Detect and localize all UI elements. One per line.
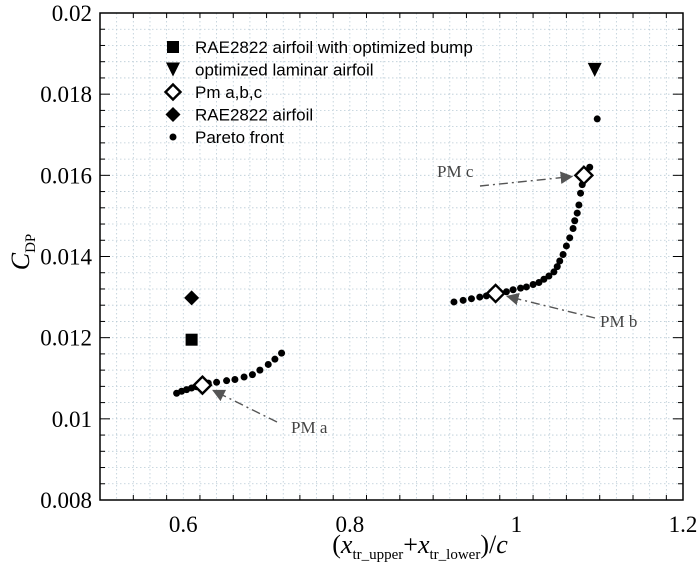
y-tick-label: 0.014 — [40, 245, 92, 270]
dot-marker — [550, 268, 558, 276]
triangle-down-marker — [166, 62, 180, 77]
annotation-label: PM c — [437, 162, 474, 181]
dot-marker — [535, 278, 543, 286]
x-axis-open: ( — [332, 530, 341, 559]
dot-marker — [593, 115, 601, 123]
dot-marker — [264, 360, 272, 368]
dot-marker — [559, 250, 567, 258]
data-points — [173, 62, 602, 397]
diamond-marker — [165, 107, 181, 122]
series-triangle-down — [587, 62, 602, 77]
legend-label: RAE2822 airfoil with optimized bump — [195, 38, 473, 57]
x-axis-title: (xtr_upper+xtr_lower)/c — [332, 530, 508, 563]
dot-marker — [278, 349, 286, 357]
dot-marker — [450, 298, 458, 306]
annotation-arrow — [212, 389, 278, 423]
x-tick-label: 1.2 — [669, 512, 698, 537]
dot-marker — [509, 286, 517, 294]
y-tick-labels: 0.008 0.01 0.012 0.014 0.016 0.018 0.02 — [40, 1, 92, 513]
x-tick-label: 1 — [511, 512, 523, 537]
dot-marker — [271, 355, 279, 363]
y-tick-label: 0.018 — [40, 82, 92, 107]
dot-marker — [569, 224, 577, 232]
dot-marker — [240, 373, 248, 381]
dot-marker — [223, 377, 231, 385]
dot-marker — [248, 371, 256, 379]
dot-marker — [231, 375, 239, 383]
open-diamond-marker — [573, 165, 595, 186]
y-tick-label: 0.008 — [40, 488, 92, 513]
dot-marker — [540, 275, 548, 283]
dot-marker — [562, 242, 570, 250]
square-marker — [167, 41, 179, 53]
x-tick-labels: 0.6 0.8 1 1.2 — [169, 512, 697, 537]
dot-marker — [553, 263, 561, 271]
diamond-marker — [184, 290, 200, 306]
open-diamond-marker — [485, 283, 506, 304]
x-axis-var-lower: x — [417, 530, 430, 559]
open-diamond-marker — [192, 374, 213, 396]
y-tick-label: 0.01 — [52, 407, 92, 432]
dot-marker — [517, 284, 525, 292]
dot-marker — [586, 163, 594, 171]
annotation-arrow — [506, 292, 596, 319]
open-diamond-marker — [163, 82, 183, 102]
dot-marker — [459, 296, 467, 304]
legend-label: Pareto front — [195, 128, 284, 147]
x-axis-var-c: c — [496, 530, 508, 559]
series-dot — [173, 115, 601, 397]
dot-marker — [169, 133, 177, 141]
x-axis-var-upper: x — [340, 530, 353, 559]
y-tick-label: 0.016 — [40, 163, 92, 188]
y-axis-subscript: DP — [23, 234, 39, 253]
dot-marker — [556, 257, 564, 265]
x-axis-close: )/ — [480, 530, 497, 559]
triangle-down-marker — [587, 62, 602, 77]
x-axis-plus: + — [403, 530, 418, 559]
x-tick-label: 0.8 — [335, 512, 364, 537]
legend-label: Pm a,b,c — [195, 83, 263, 102]
dot-marker — [529, 281, 537, 289]
dot-marker — [577, 189, 585, 197]
dot-marker — [573, 209, 581, 217]
dot-marker — [476, 293, 484, 301]
series-diamond-open — [192, 165, 595, 396]
dot-marker — [522, 283, 530, 291]
series-diamond — [184, 290, 200, 306]
dot-marker — [571, 217, 579, 225]
dot-marker — [566, 234, 574, 242]
series-square — [185, 333, 198, 346]
annotation-arrow — [479, 171, 574, 187]
annotations: PM c PM b PM a — [212, 162, 637, 437]
dot-marker — [575, 201, 583, 209]
axis-ticks — [99, 12, 683, 501]
y-axis-title: CDP — [6, 234, 39, 271]
annotation-label: PM b — [600, 312, 637, 331]
dot-marker — [545, 272, 553, 280]
x-axis-sub-lower: tr_lower — [430, 547, 481, 563]
dot-marker — [256, 366, 264, 374]
x-axis-sub-upper: tr_upper — [352, 547, 403, 563]
y-tick-label: 0.02 — [52, 1, 92, 26]
dot-marker — [467, 295, 475, 303]
dot-marker — [213, 378, 221, 386]
legend-label: RAE2822 airfoil — [195, 106, 313, 125]
annotation-label: PM a — [291, 418, 328, 437]
legend: RAE2822 airfoil with optimized bump optim… — [163, 38, 473, 147]
x-tick-label: 0.6 — [169, 512, 198, 537]
legend-label: optimized laminar airfoil — [195, 61, 374, 80]
square-marker — [185, 333, 198, 346]
y-tick-label: 0.012 — [40, 326, 92, 351]
y-axis-symbol: C — [6, 252, 35, 270]
